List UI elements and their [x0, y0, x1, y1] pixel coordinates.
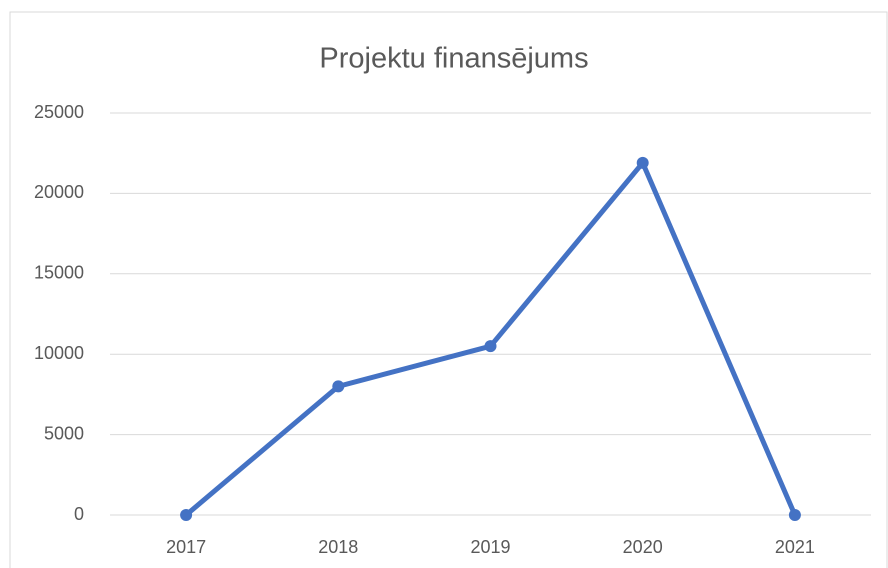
chart-border [9, 11, 888, 568]
x-tick-label: 2019 [470, 537, 510, 557]
x-tick-label: 2018 [318, 537, 358, 557]
x-tick-label: 2021 [775, 537, 815, 557]
x-tick-label: 2017 [166, 537, 206, 557]
y-tick-label: 20000 [34, 182, 84, 202]
marker [636, 156, 649, 169]
y-tick-label: 0 [74, 504, 84, 524]
marker [788, 509, 801, 521]
x-tick-label: 2020 [623, 537, 663, 557]
y-tick-label: 10000 [34, 343, 84, 363]
y-tick-label: 5000 [44, 423, 84, 443]
chart-title: Projektu finansējums [319, 43, 588, 75]
marker [484, 340, 497, 353]
y-tick-label: 15000 [34, 263, 84, 283]
marker [332, 380, 345, 393]
y-tick-label: 25000 [34, 102, 84, 122]
marker [180, 509, 193, 521]
